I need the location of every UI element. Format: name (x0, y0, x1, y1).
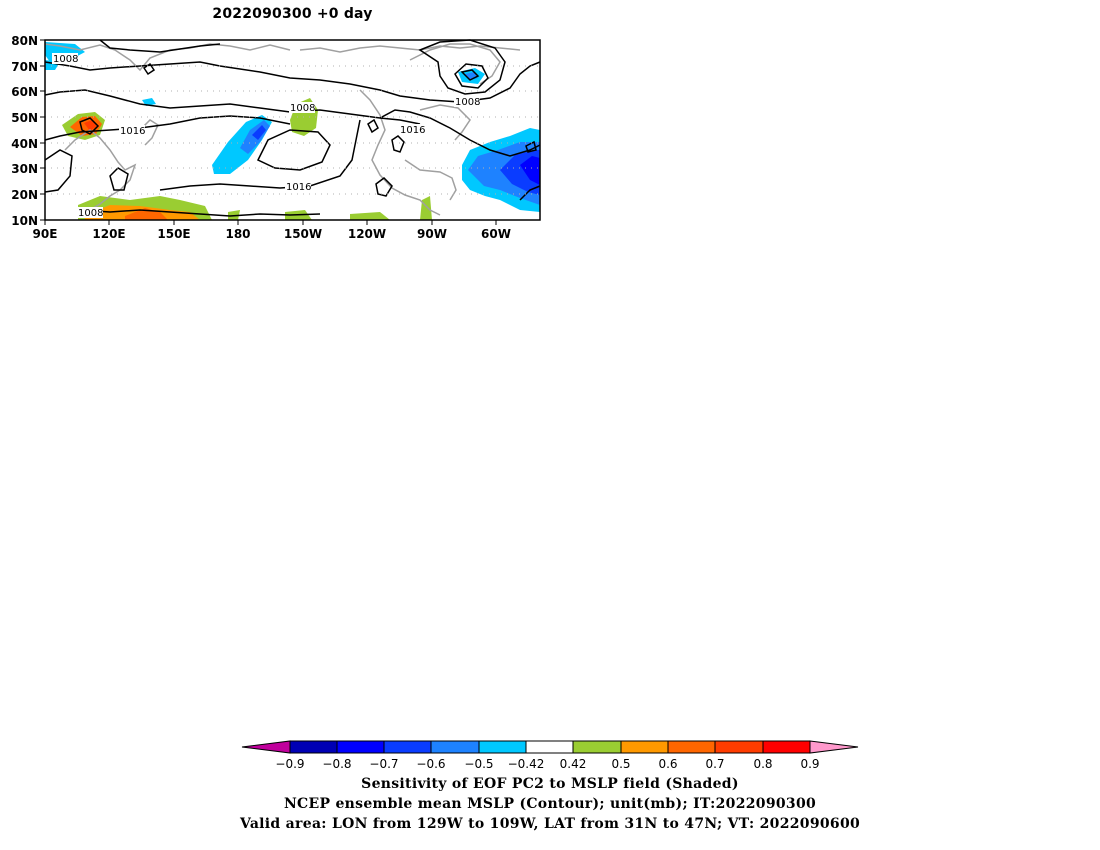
contour-east-edge (519, 185, 541, 201)
colorbar-arrow-left (241, 740, 291, 754)
lon-label-90e: 90E (33, 227, 58, 241)
contour-atlantic-3 (460, 69, 480, 81)
colorbar-box-pos-08 (762, 740, 811, 754)
contour-label-1016-s: 1016 (286, 182, 311, 193)
lon-axis-labels: 90E 120E 150E 180 150W 120W 90W 60W (33, 227, 511, 241)
colorbar-label-neg-06: −0.6 (416, 757, 445, 771)
colorbar-box-neutral (525, 740, 574, 754)
coastline-greenland (409, 43, 501, 85)
colorbar-label-pos-09: 0.9 (800, 757, 819, 771)
colorbar-label-neg-07: −0.7 (369, 757, 398, 771)
caption-shading: Sensitivity of EOF PC2 to MSLP field (Sh… (361, 776, 739, 792)
colorbar-arrow-right (809, 740, 859, 754)
contour-label-1016-w: 1016 (120, 126, 145, 137)
shade-darkorange-south (125, 208, 168, 220)
colorbar-label-pos-08: 0.8 (753, 757, 772, 771)
colorbar-box-pos-07 (714, 740, 764, 754)
colorbar-box-pos-06 (667, 740, 716, 754)
lon-label-120w: 120W (348, 227, 386, 241)
colorbar-label-neg-042: −0.42 (508, 757, 545, 771)
colorbar-label-neg-09: −0.9 (275, 757, 304, 771)
contour-label-1008-ne: 1008 (455, 97, 480, 108)
colorbar-box-pos-042 (572, 740, 622, 754)
plot-title: 2022090300 +0 day (212, 6, 373, 22)
contour-label-1008-c: 1008 (290, 103, 315, 114)
colorbar-box-neg-05 (430, 740, 480, 754)
contour-1008-south (79, 209, 321, 217)
colorbar-label-pos-07: 0.7 (705, 757, 724, 771)
lon-label-120e: 120E (92, 227, 125, 241)
contour-small-loop-2 (375, 177, 393, 197)
contour-high-loop (256, 129, 331, 171)
lat-label-40n: 40N (11, 137, 38, 151)
contour-small-loop-4 (79, 117, 100, 135)
contour-1016-mid (44, 115, 291, 141)
contour-small-loop-3 (109, 167, 129, 191)
lat-label-60n: 60N (11, 85, 38, 99)
lat-label-50n: 50N (11, 111, 38, 125)
contour-small-loop-6 (367, 118, 379, 134)
coastline-asia (44, 43, 291, 72)
colorbar-box-neg-042 (478, 740, 527, 754)
colorbar-labels: −0.9 −0.8 −0.7 −0.6 −0.5 −0.42 0.42 0.5 … (275, 757, 819, 771)
lat-label-70n: 70N (11, 60, 38, 74)
contour-label-1016-e: 1016 (400, 125, 425, 136)
contour-west-blob (44, 149, 73, 193)
contour-small-loop-5 (142, 62, 156, 76)
map-frame (44, 39, 541, 221)
caption-valid-area: Valid area: LON from 129W to 109W, LAT f… (239, 816, 861, 832)
contour-atlantic-2 (454, 63, 489, 89)
shade-navy-east (520, 156, 540, 185)
lat-label-80n: 80N (11, 34, 38, 48)
contour-north (44, 61, 541, 103)
contour-north-2 (99, 39, 221, 53)
colorbar-label-pos-06: 0.6 (658, 757, 677, 771)
shading-layer (45, 42, 540, 220)
coastline-canada-east (419, 104, 471, 141)
colorbar-label-neg-08: −0.8 (322, 757, 351, 771)
colorbar-label-pos-042: 0.42 (560, 757, 587, 771)
lat-label-10n: 10N (11, 214, 38, 228)
coastline-arctic (299, 45, 521, 53)
lat-label-20n: 20N (11, 188, 38, 202)
contour-label-1008-nw: 1008 (53, 54, 78, 65)
map-panel: 1008 1016 1008 1016 1008 1016 1008 80N 7… (11, 34, 541, 241)
lat-label-30n: 30N (11, 162, 38, 176)
shade-green-south-4 (350, 212, 390, 220)
colorbar-box-neg-07 (336, 740, 385, 754)
colorbar-label-neg-05: −0.5 (464, 757, 493, 771)
contour-label-1008-sw: 1008 (78, 208, 103, 219)
lon-label-90w: 90W (417, 227, 447, 241)
lon-label-150w: 150W (284, 227, 322, 241)
colorbar-box-neg-08 (289, 740, 338, 754)
contour-small-loop-1 (391, 135, 405, 153)
lat-axis-labels: 80N 70N 60N 50N 40N 30N 20N 10N (11, 34, 38, 228)
contour-1016-east (379, 109, 541, 157)
lon-label-60w: 60W (481, 227, 511, 241)
colorbar-box-pos-05 (620, 740, 669, 754)
colorbar-boxes (241, 740, 859, 754)
colorbar-label-pos-05: 0.5 (611, 757, 630, 771)
contour-labels: 1008 1016 1008 1016 1008 1016 1008 (52, 53, 480, 219)
tick-marks (40, 39, 497, 225)
lon-label-150e: 150E (157, 227, 190, 241)
lon-label-180: 180 (225, 227, 250, 241)
colorbar-box-neg-06 (383, 740, 432, 754)
caption-contour: NCEP ensemble mean MSLP (Contour); unit(… (283, 796, 817, 812)
shade-blue-central-2 (252, 125, 266, 140)
